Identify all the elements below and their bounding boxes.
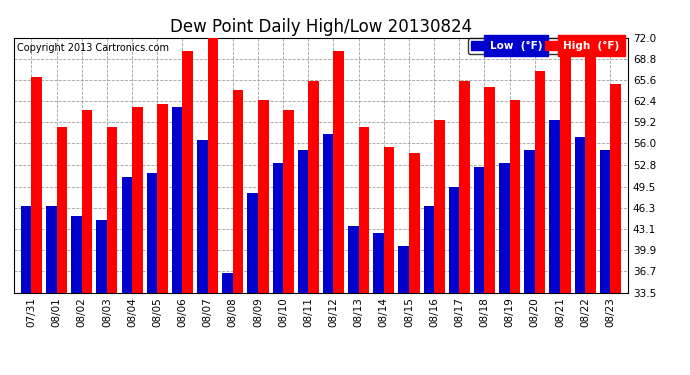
Bar	[499, 164, 510, 375]
Bar	[600, 150, 610, 375]
Bar	[308, 81, 319, 375]
Bar	[107, 127, 117, 375]
Bar	[484, 87, 495, 375]
Bar	[57, 127, 67, 375]
Bar	[398, 246, 409, 375]
Bar	[510, 100, 520, 375]
Bar	[222, 273, 233, 375]
Bar	[182, 51, 193, 375]
Bar	[448, 186, 460, 375]
Bar	[97, 220, 107, 375]
Bar	[560, 54, 571, 375]
Bar	[273, 164, 283, 375]
Bar	[610, 84, 621, 375]
Bar	[384, 147, 395, 375]
Bar	[283, 110, 294, 375]
Bar	[575, 137, 585, 375]
Bar	[474, 166, 484, 375]
Bar	[333, 51, 344, 375]
Bar	[297, 150, 308, 375]
Bar	[424, 206, 434, 375]
Bar	[373, 233, 384, 375]
Bar	[147, 173, 157, 375]
Bar	[197, 140, 208, 375]
Bar	[157, 104, 168, 375]
Bar	[32, 77, 42, 375]
Bar	[132, 107, 143, 375]
Bar	[46, 206, 57, 375]
Bar	[172, 107, 182, 375]
Text: Copyright 2013 Cartronics.com: Copyright 2013 Cartronics.com	[17, 43, 169, 52]
Bar	[434, 120, 444, 375]
Bar	[21, 206, 32, 375]
Legend: Low  (°F), High  (°F): Low (°F), High (°F)	[468, 38, 622, 54]
Bar	[247, 193, 258, 375]
Bar	[71, 216, 81, 375]
Bar	[585, 41, 595, 375]
Bar	[121, 177, 132, 375]
Bar	[208, 31, 218, 375]
Bar	[233, 90, 244, 375]
Bar	[359, 127, 369, 375]
Bar	[81, 110, 92, 375]
Bar	[460, 81, 470, 375]
Bar	[409, 153, 420, 375]
Bar	[348, 226, 359, 375]
Bar	[524, 150, 535, 375]
Title: Dew Point Daily High/Low 20130824: Dew Point Daily High/Low 20130824	[170, 18, 472, 36]
Bar	[549, 120, 560, 375]
Bar	[258, 100, 268, 375]
Bar	[323, 134, 333, 375]
Bar	[535, 70, 545, 375]
